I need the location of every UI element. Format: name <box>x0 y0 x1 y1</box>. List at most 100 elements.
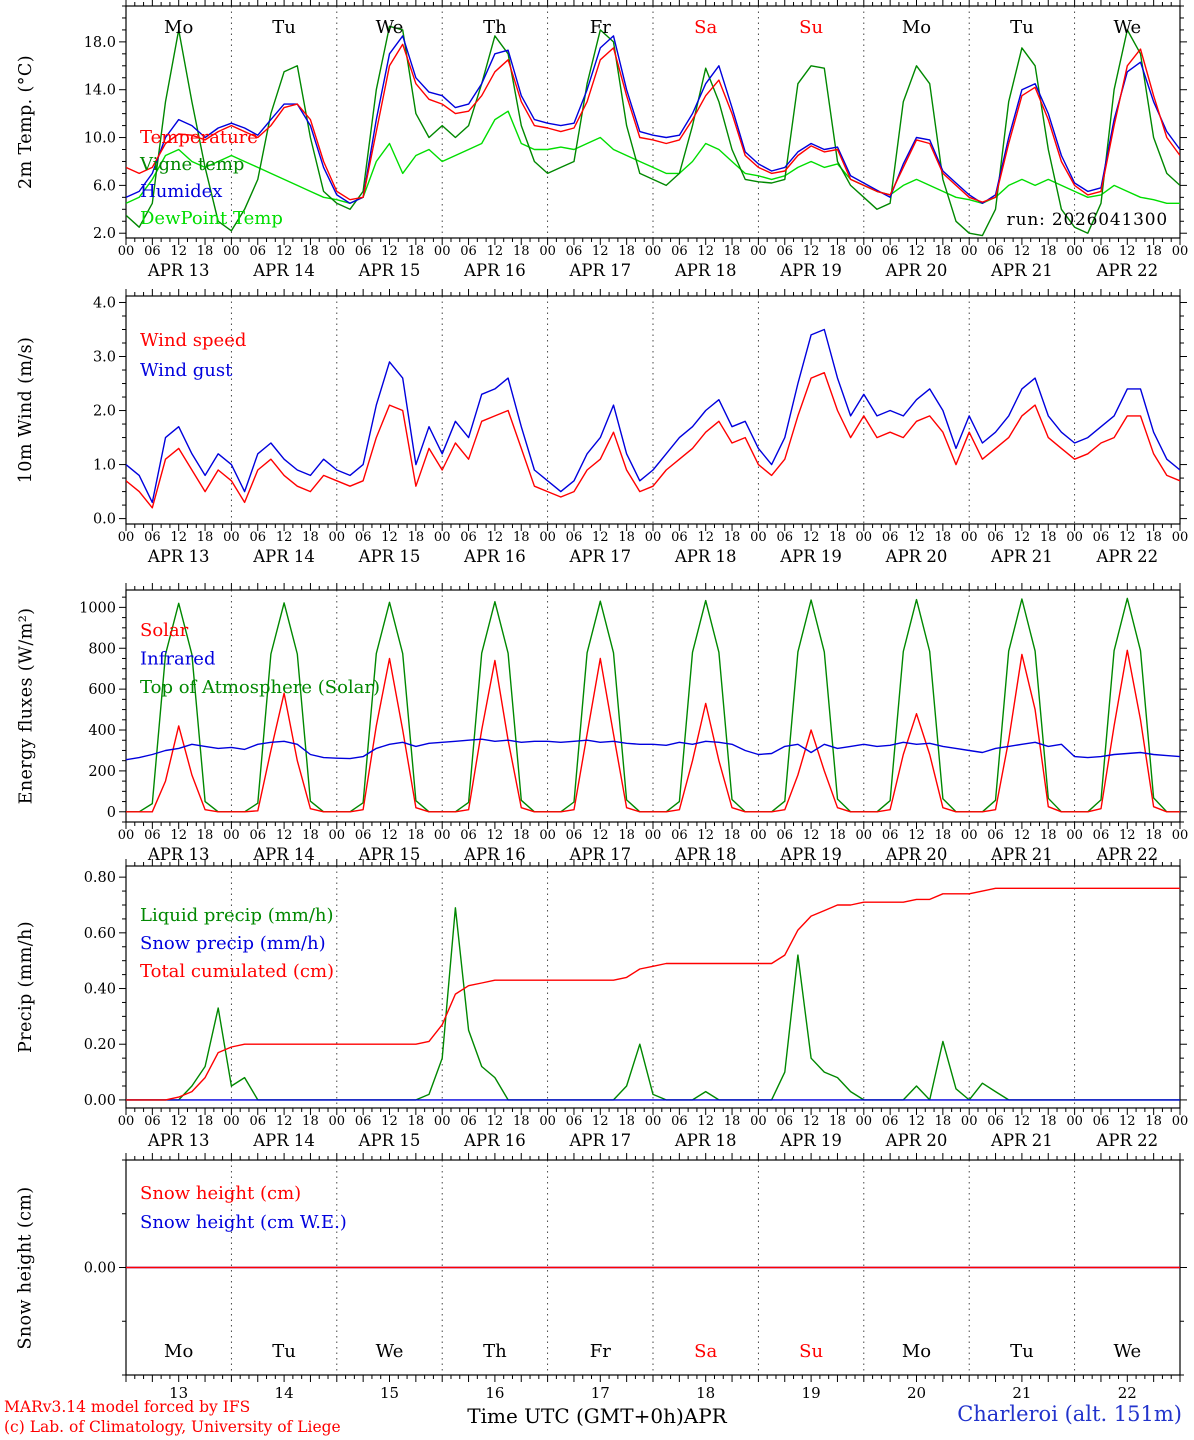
svg-text:APR 14: APR 14 <box>252 261 315 280</box>
svg-text:18: 18 <box>618 530 635 545</box>
svg-text:18: 18 <box>1145 828 1162 843</box>
svg-text:12: 12 <box>170 244 187 259</box>
svg-text:APR 20: APR 20 <box>885 547 948 566</box>
svg-text:06: 06 <box>1093 530 1110 545</box>
svg-text:12: 12 <box>276 828 293 843</box>
y-ticks <box>119 596 1187 823</box>
svg-text:18: 18 <box>302 530 319 545</box>
legend-entry: Wind speed <box>140 330 246 351</box>
svg-text:00: 00 <box>118 828 135 843</box>
series-vigne-temp <box>126 25 1180 237</box>
svg-text:06: 06 <box>144 828 161 843</box>
svg-text:20: 20 <box>907 1384 926 1402</box>
svg-text:0.20: 0.20 <box>84 1037 116 1053</box>
x-hour-labels: 00 06 12 18 00 06 12 18 00 06 12 18 00 06 12 18 00 06 12 18… <box>118 1114 1189 1129</box>
svg-text:18: 18 <box>618 1114 635 1129</box>
svg-text:18: 18 <box>829 244 846 259</box>
day-names-top: Mo Tu We Th Fr Sa Su Mo Tu We <box>164 17 1141 38</box>
svg-text:06: 06 <box>671 244 688 259</box>
svg-text:18: 18 <box>1145 244 1162 259</box>
svg-text:12: 12 <box>487 530 504 545</box>
series-dewpoint-temp <box>126 110 1180 204</box>
svg-text:12: 12 <box>908 828 925 843</box>
svg-text:06: 06 <box>460 828 477 843</box>
svg-text:06: 06 <box>460 530 477 545</box>
x-hour-labels: 00 06 12 18 00 06 12 18 00 06 12 18 00 06 12 18 00 06 12 18… <box>118 530 1189 545</box>
time-axis-label: Time UTC (GMT+0h) <box>467 1404 684 1428</box>
svg-text:00: 00 <box>329 1114 346 1129</box>
svg-text:00: 00 <box>1172 244 1189 259</box>
svg-text:15: 15 <box>380 1384 399 1402</box>
svg-text:800: 800 <box>88 641 116 657</box>
series-humidex <box>126 35 1180 204</box>
legend-entry: Snow height (cm W.E.) <box>140 1212 347 1233</box>
svg-text:APR 14: APR 14 <box>252 1131 315 1150</box>
svg-text:17: 17 <box>591 1384 610 1402</box>
series-group <box>126 887 1180 1101</box>
svg-text:12: 12 <box>381 530 398 545</box>
svg-text:We: We <box>376 17 404 38</box>
date-labels: APR 13 APR 14 APR 15 APR 16 APR 17 APR 18 APR … <box>147 547 1158 566</box>
svg-text:12: 12 <box>592 828 609 843</box>
svg-text:APR 18: APR 18 <box>674 547 737 566</box>
model-credit-line1: MARv3.14 model forced by IFS <box>4 1398 251 1416</box>
svg-text:12: 12 <box>908 530 925 545</box>
svg-text:APR 22: APR 22 <box>1095 845 1158 864</box>
svg-text:Th: Th <box>483 1341 507 1362</box>
day-gridlines <box>230 296 1076 524</box>
svg-text:06: 06 <box>987 828 1004 843</box>
x-ticks <box>125 583 1181 829</box>
legend: Wind speed Wind gust <box>140 330 246 381</box>
svg-text:18: 18 <box>302 828 319 843</box>
svg-text:06: 06 <box>249 828 266 843</box>
legend-entry: Solar <box>140 620 189 641</box>
svg-text:Tu: Tu <box>272 17 296 38</box>
svg-text:00: 00 <box>961 244 978 259</box>
svg-text:18: 18 <box>197 244 214 259</box>
svg-text:18: 18 <box>696 1384 715 1402</box>
svg-text:06: 06 <box>1093 1114 1110 1129</box>
svg-text:00: 00 <box>223 244 240 259</box>
svg-text:18: 18 <box>1040 1114 1057 1129</box>
svg-text:06: 06 <box>144 244 161 259</box>
svg-text:06: 06 <box>249 244 266 259</box>
svg-text:Mo: Mo <box>164 1341 193 1362</box>
svg-text:APR 19: APR 19 <box>779 261 842 280</box>
y-tick-labels: 0.00 0.20 0.40 0.60 0.80 <box>84 870 116 1109</box>
svg-text:18: 18 <box>935 530 952 545</box>
series-infrared <box>126 738 1180 761</box>
svg-text:18: 18 <box>1145 1114 1162 1129</box>
svg-text:3.0: 3.0 <box>93 350 116 366</box>
svg-text:00: 00 <box>434 530 451 545</box>
svg-text:12: 12 <box>1014 1114 1031 1129</box>
svg-text:APR 19: APR 19 <box>779 845 842 864</box>
series-total-cumulated <box>126 887 1180 1101</box>
x-hour-labels: 00 06 12 18 00 06 12 18 00 06 12 18 00 06 12 18 00 06 12 18… <box>118 828 1189 843</box>
svg-text:00: 00 <box>750 828 767 843</box>
svg-text:00: 00 <box>645 828 662 843</box>
svg-text:00: 00 <box>1066 530 1083 545</box>
svg-text:21: 21 <box>1012 1384 1031 1402</box>
svg-text:18.0: 18.0 <box>84 35 116 51</box>
svg-text:1000: 1000 <box>79 600 116 616</box>
svg-text:APR 14: APR 14 <box>252 845 315 864</box>
svg-text:12: 12 <box>276 244 293 259</box>
svg-text:We: We <box>376 1341 404 1362</box>
svg-text:00: 00 <box>539 828 556 843</box>
svg-text:0.60: 0.60 <box>84 926 116 942</box>
svg-text:06: 06 <box>355 530 372 545</box>
svg-text:00: 00 <box>118 1114 135 1129</box>
svg-text:APR 22: APR 22 <box>1095 1131 1158 1150</box>
legend: Temperature Vigne temp Humidex DewPoint Tem… <box>139 127 283 229</box>
svg-text:18: 18 <box>408 828 425 843</box>
svg-text:06: 06 <box>882 1114 899 1129</box>
series-solar <box>126 649 1180 813</box>
svg-text:APR 13: APR 13 <box>147 547 210 566</box>
svg-text:12: 12 <box>170 1114 187 1129</box>
svg-text:18: 18 <box>1040 828 1057 843</box>
series-group <box>126 25 1180 237</box>
svg-text:APR 17: APR 17 <box>568 1131 631 1150</box>
svg-text:06: 06 <box>355 244 372 259</box>
svg-text:APR 17: APR 17 <box>568 261 631 280</box>
legend-entry: Total cumulated (cm) <box>140 961 334 982</box>
